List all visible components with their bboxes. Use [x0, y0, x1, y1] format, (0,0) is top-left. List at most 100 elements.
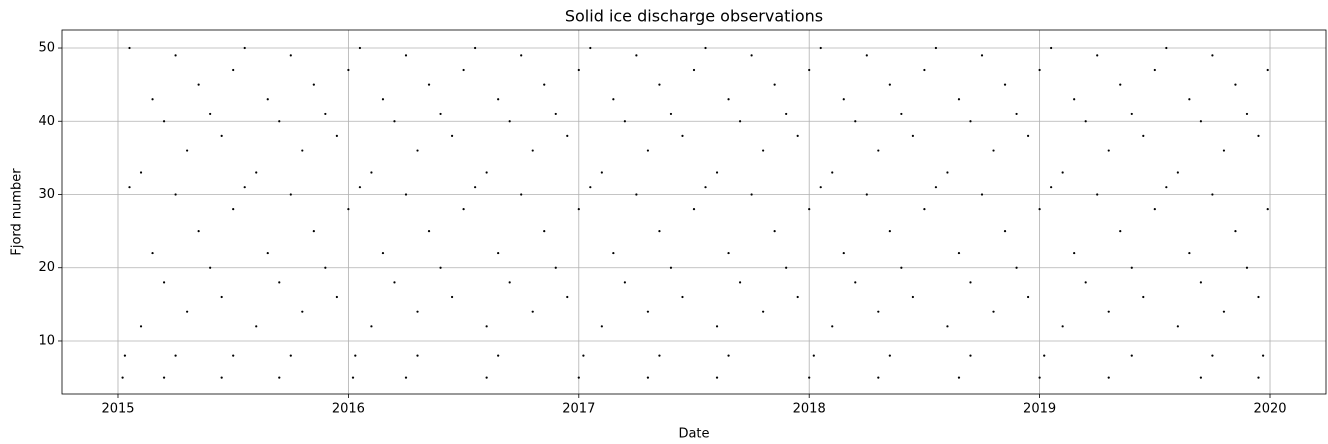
point	[715, 325, 719, 328]
point	[278, 376, 281, 379]
point	[324, 266, 327, 269]
point	[589, 46, 592, 50]
point	[416, 310, 419, 313]
point	[543, 83, 546, 86]
point	[347, 208, 350, 211]
point	[911, 295, 914, 299]
point	[566, 295, 569, 299]
point	[220, 376, 223, 379]
point	[969, 281, 972, 284]
point	[1026, 295, 1030, 299]
point	[1107, 149, 1110, 152]
point	[1142, 134, 1145, 138]
point	[312, 83, 315, 86]
point	[738, 281, 742, 284]
point	[865, 54, 868, 57]
point	[1245, 266, 1249, 269]
point	[865, 193, 868, 196]
point	[658, 230, 661, 233]
point	[582, 354, 585, 357]
point	[888, 230, 891, 233]
point	[520, 193, 523, 196]
point	[162, 376, 166, 379]
x-tick-label: 2017	[562, 402, 595, 417]
point	[750, 54, 753, 57]
point	[762, 310, 765, 313]
point	[785, 266, 788, 269]
point	[692, 68, 696, 72]
point	[831, 325, 834, 328]
point	[174, 54, 177, 57]
point	[531, 149, 534, 152]
x-tick-label: 2020	[1253, 402, 1286, 417]
point	[266, 98, 269, 101]
point	[831, 171, 834, 174]
point	[381, 251, 385, 255]
point	[370, 171, 373, 174]
point	[1257, 295, 1260, 299]
point	[715, 376, 719, 379]
point	[462, 208, 465, 211]
point	[969, 354, 972, 357]
point	[785, 112, 788, 116]
point	[669, 266, 673, 269]
point	[1003, 230, 1007, 233]
point	[1165, 186, 1168, 189]
point	[1050, 186, 1053, 189]
point	[877, 149, 880, 152]
point	[1084, 120, 1087, 123]
y-axis-label: Fjord number	[10, 168, 25, 256]
point	[243, 46, 246, 50]
point	[566, 134, 569, 138]
point	[1153, 208, 1156, 211]
point	[485, 376, 488, 379]
point	[278, 281, 281, 284]
point	[347, 68, 350, 72]
point	[220, 134, 223, 138]
point	[139, 325, 143, 328]
point	[658, 83, 661, 86]
point	[393, 120, 396, 123]
point	[278, 120, 281, 123]
point	[612, 98, 615, 101]
point	[1096, 54, 1099, 57]
point	[404, 193, 408, 196]
point	[1222, 149, 1226, 152]
point	[980, 54, 984, 57]
point	[1130, 354, 1133, 357]
point	[1015, 266, 1018, 269]
point	[854, 281, 857, 284]
point	[174, 354, 177, 357]
x-axis-label: Date	[678, 427, 709, 442]
point	[762, 149, 765, 152]
point	[738, 120, 742, 123]
point	[439, 266, 442, 269]
point	[1211, 193, 1214, 196]
point	[485, 171, 488, 174]
point	[808, 208, 811, 211]
point	[692, 208, 696, 211]
point	[324, 112, 327, 116]
point	[727, 98, 730, 101]
point	[370, 325, 373, 328]
point	[1199, 281, 1202, 284]
point	[577, 208, 580, 211]
plot-frame	[61, 29, 1327, 395]
point	[404, 54, 408, 57]
point	[1245, 112, 1249, 116]
point	[520, 54, 523, 57]
point	[1257, 134, 1260, 138]
point	[1176, 325, 1179, 328]
x-tick-label: 2018	[793, 402, 826, 417]
point	[992, 149, 995, 152]
point	[1073, 251, 1076, 255]
point	[197, 230, 200, 233]
point	[1176, 171, 1179, 174]
x-tick-label: 2016	[332, 402, 365, 417]
point	[232, 68, 235, 72]
point	[646, 376, 650, 379]
point	[186, 149, 189, 152]
point	[589, 186, 592, 189]
point	[980, 193, 984, 196]
